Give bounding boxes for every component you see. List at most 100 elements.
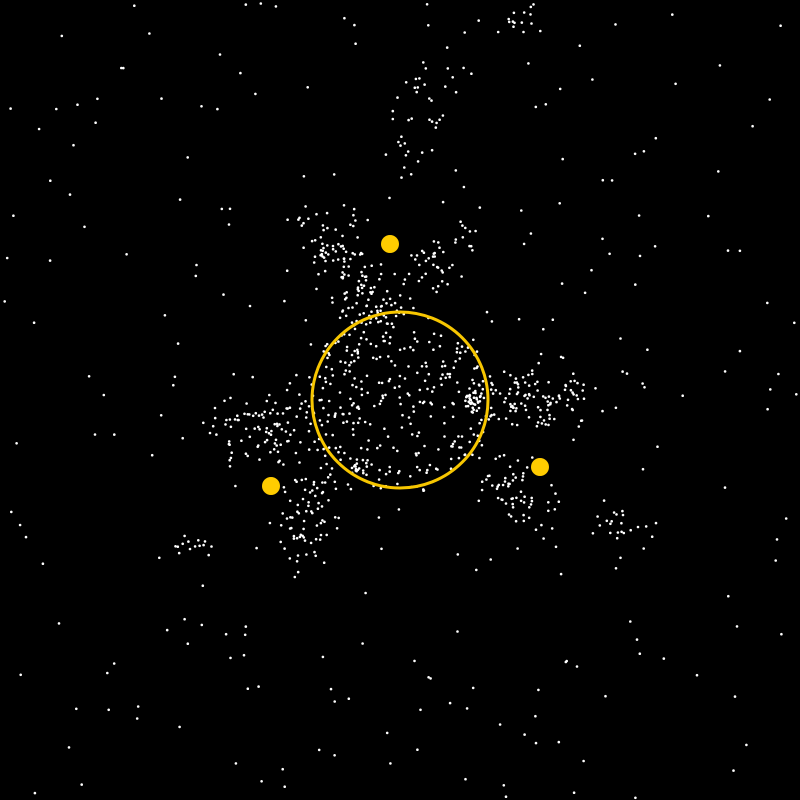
particle <box>542 537 545 540</box>
particle <box>321 655 325 659</box>
particle <box>547 423 550 427</box>
particle <box>477 499 481 503</box>
particle <box>480 480 484 484</box>
particle <box>469 427 473 430</box>
particle <box>275 444 279 447</box>
particle <box>557 394 561 397</box>
particle <box>414 258 417 261</box>
particle <box>622 531 626 535</box>
particle <box>302 519 306 523</box>
particle <box>398 385 401 388</box>
particle <box>496 30 500 34</box>
particle <box>257 685 260 688</box>
particle <box>333 480 337 484</box>
particle <box>508 387 512 391</box>
particle <box>469 398 473 402</box>
particle <box>456 630 459 633</box>
particle <box>375 357 378 361</box>
particle <box>187 540 190 543</box>
particle <box>270 429 273 433</box>
particle <box>330 296 334 300</box>
particle <box>565 659 568 663</box>
particle <box>519 499 523 503</box>
particle <box>502 453 506 457</box>
particle <box>453 440 457 443</box>
particle <box>795 393 798 396</box>
particle <box>621 513 625 517</box>
particle <box>529 5 533 9</box>
particle <box>425 365 428 368</box>
particle <box>318 375 322 379</box>
particle <box>389 762 392 765</box>
particle <box>522 11 526 14</box>
particle <box>276 424 279 428</box>
particle <box>468 440 472 444</box>
particle <box>634 796 637 800</box>
particle <box>378 402 382 406</box>
particle <box>298 535 302 539</box>
particle <box>356 293 360 297</box>
particle <box>443 406 446 409</box>
particle <box>321 519 324 522</box>
particle <box>390 303 393 307</box>
particle <box>322 406 325 410</box>
particle <box>301 497 305 501</box>
particle <box>313 239 317 242</box>
particle <box>264 430 268 434</box>
particle <box>424 272 428 276</box>
particle <box>313 440 316 444</box>
particle <box>544 103 548 106</box>
particle <box>426 387 429 391</box>
particle <box>569 388 573 392</box>
particle <box>443 421 446 425</box>
particle <box>316 507 320 511</box>
particle <box>416 340 419 343</box>
particle <box>343 372 346 376</box>
particle <box>320 398 323 402</box>
particle <box>15 442 18 445</box>
particle <box>289 433 292 437</box>
particle <box>413 337 417 341</box>
particle <box>601 409 604 413</box>
particle <box>317 501 320 505</box>
particle <box>342 257 346 260</box>
particle <box>295 373 298 377</box>
particle <box>359 446 363 450</box>
particle <box>635 638 639 641</box>
particle <box>338 316 342 320</box>
particle <box>726 249 730 252</box>
particle <box>364 591 367 595</box>
particle <box>572 372 575 376</box>
particle <box>302 536 306 539</box>
particle <box>378 355 382 359</box>
particle <box>316 448 319 452</box>
particle <box>356 348 359 352</box>
particle <box>508 482 511 486</box>
particle <box>478 206 482 209</box>
particle <box>349 361 353 364</box>
particle <box>537 688 540 692</box>
particle <box>363 265 367 269</box>
particle <box>288 499 292 503</box>
particle <box>779 24 782 28</box>
particle <box>351 383 354 387</box>
particle <box>350 353 354 357</box>
particle <box>193 545 197 548</box>
particle <box>300 402 303 405</box>
particle <box>475 350 479 353</box>
particle <box>273 442 277 445</box>
particle <box>452 366 456 370</box>
particle <box>558 202 561 205</box>
particle <box>339 245 343 248</box>
particle <box>542 327 545 331</box>
particle <box>571 391 574 394</box>
particle <box>303 539 307 542</box>
particle <box>486 474 490 478</box>
particle <box>347 265 351 268</box>
particle <box>400 426 404 429</box>
particle <box>478 395 482 399</box>
particle <box>508 465 512 469</box>
particle <box>780 632 783 636</box>
particle <box>344 361 347 364</box>
particle <box>188 547 192 551</box>
